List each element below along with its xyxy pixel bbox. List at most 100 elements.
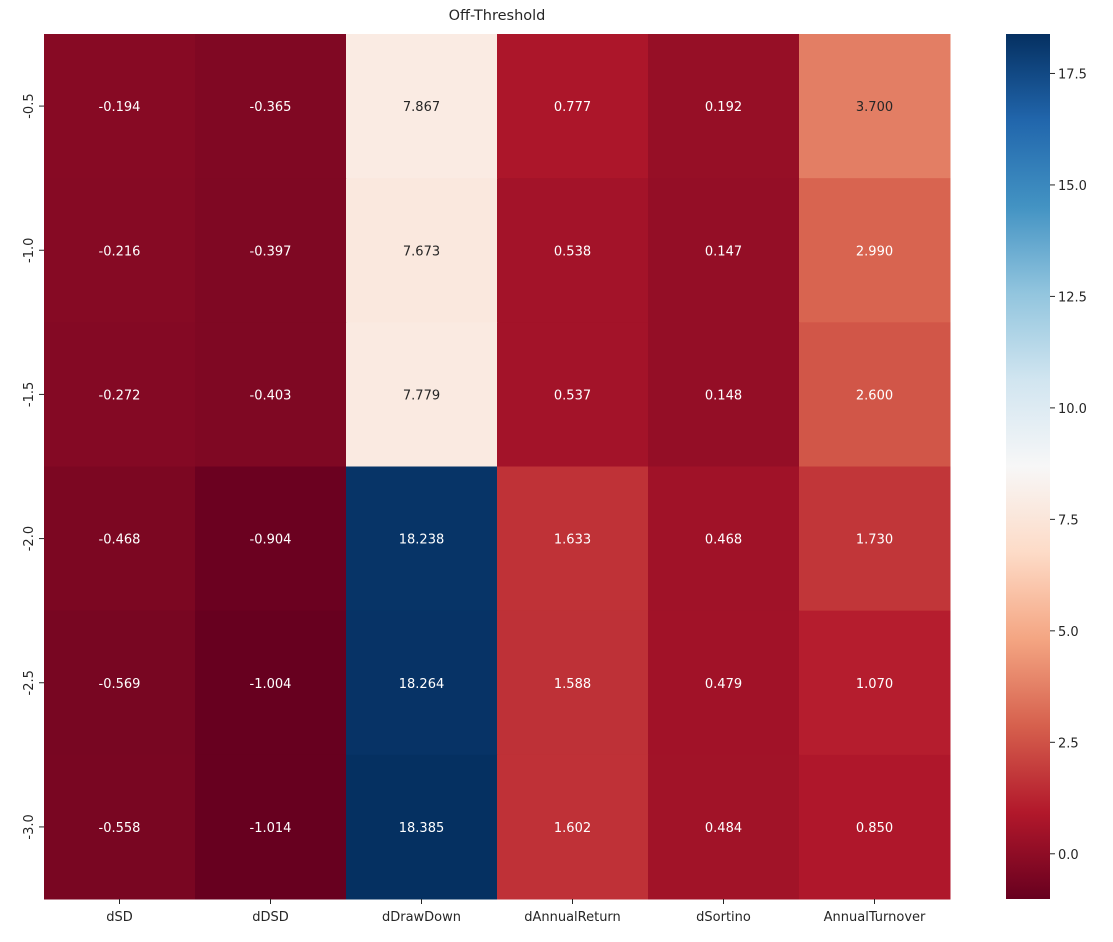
cell-value-label: 18.264	[399, 677, 445, 692]
cell-value-label: 1.730	[856, 533, 893, 548]
cell-value-label: 0.148	[705, 388, 742, 403]
y-tick-label: -3.0	[22, 814, 37, 839]
colorbar-tick-label: 17.5	[1058, 67, 1087, 82]
heatmap-cell	[497, 610, 649, 756]
heatmap-cell	[346, 754, 498, 900]
y-tick-label: -0.5	[22, 93, 37, 118]
heatmap-cell	[44, 754, 196, 900]
heatmap-cell	[648, 610, 800, 756]
x-tick-label: dAnnualReturn	[524, 910, 621, 925]
colorbar: 0.0 2.5 5.0 7.5 10.0 12.5 15.0 17.5	[1006, 34, 1087, 899]
heatmap-cell	[44, 610, 196, 756]
y-axis: -0.5 -1.0 -1.5 -2.0 -2.5 -3.0	[22, 93, 44, 840]
heatmap-cell	[346, 466, 498, 612]
heatmap-cell	[195, 322, 347, 467]
heatmap-cell	[648, 178, 800, 323]
cell-value-label: 7.673	[403, 244, 440, 259]
colorbar-tick-label: 12.5	[1058, 290, 1087, 305]
y-tick-label: -1.5	[22, 382, 37, 407]
heatmap-cell	[346, 610, 498, 756]
cell-value-label: 0.850	[856, 821, 893, 836]
cell-value-label: -0.365	[250, 100, 292, 115]
cell-value-label: 1.070	[856, 677, 893, 692]
cell-value-label: 0.192	[705, 100, 742, 115]
colorbar-tick-label: 5.0	[1058, 625, 1079, 640]
x-tick-label: dSortino	[696, 910, 751, 925]
cell-value-label: -0.904	[250, 533, 292, 548]
colorbar-ticks: 0.0 2.5 5.0 7.5 10.0 12.5 15.0 17.5	[1050, 67, 1087, 863]
heatmap-cell	[44, 178, 196, 323]
cell-value-label: 1.588	[554, 677, 591, 692]
colorbar-gradient	[1006, 34, 1050, 899]
heatmap-cell	[44, 34, 196, 179]
cell-value-label: -0.194	[99, 100, 141, 115]
colorbar-tick-label: 0.0	[1058, 848, 1079, 863]
cell-value-label: 7.779	[403, 388, 440, 403]
x-tick-label: AnnualTurnover	[824, 910, 926, 925]
heatmap-cell	[195, 754, 347, 900]
cell-value-label: -0.397	[250, 244, 292, 259]
x-tick-label: dSD	[106, 910, 133, 925]
heatmap-cell	[799, 610, 951, 756]
heatmap-cell	[346, 178, 498, 323]
cell-value-label: 3.700	[856, 100, 893, 115]
y-tick-label: -2.0	[22, 526, 37, 551]
x-axis: dSD dDSD dDrawDown dAnnualReturn dSortino Ann…	[106, 899, 926, 925]
heatmap-cell	[799, 34, 951, 179]
heatmap-cell	[799, 322, 951, 467]
colorbar-tick-label: 15.0	[1058, 179, 1087, 194]
cell-value-label: -1.004	[250, 677, 292, 692]
heatmap-cell	[195, 610, 347, 756]
cell-value-label: -0.468	[99, 533, 141, 548]
cell-value-label: 0.147	[705, 244, 742, 259]
cell-value-label: 18.385	[399, 821, 445, 836]
heatmap-cell	[44, 322, 196, 467]
cell-value-label: -0.403	[250, 388, 292, 403]
heatmap-cell	[648, 754, 800, 900]
cell-value-label: 2.600	[856, 388, 893, 403]
heatmap-cell	[497, 34, 649, 179]
cell-value-label: 0.479	[705, 677, 742, 692]
cell-value-label: -0.216	[99, 244, 141, 259]
heatmap-cell	[497, 754, 649, 900]
heatmap-cell	[799, 754, 951, 900]
cell-value-label: -0.272	[99, 388, 141, 403]
cell-value-label: 0.777	[554, 100, 591, 115]
heatmap-cell	[346, 322, 498, 467]
cell-value-label: 0.484	[705, 821, 742, 836]
heatmap-cell	[195, 34, 347, 179]
heatmap-cell	[799, 178, 951, 323]
colorbar-tick-label: 10.0	[1058, 402, 1087, 417]
colorbar-tick-label: 2.5	[1058, 736, 1079, 751]
heatmap-cell	[648, 34, 800, 179]
cell-value-label: 0.468	[705, 533, 742, 548]
cell-value-label: -0.558	[99, 821, 141, 836]
cell-value-label: -0.569	[99, 677, 141, 692]
colorbar-tick-label: 7.5	[1058, 513, 1079, 528]
y-tick-label: -1.0	[22, 238, 37, 263]
y-tick-label: -2.5	[22, 670, 37, 695]
heatmap-cell	[195, 178, 347, 323]
heatmap-cells: -0.194 -0.365 7.867 0.777 0.192 3.700 -0.216 -0…	[44, 34, 951, 900]
heatmap-cell	[497, 178, 649, 323]
cell-value-label: 7.867	[403, 100, 440, 115]
cell-value-label: 1.633	[554, 533, 591, 548]
heatmap-cell	[497, 466, 649, 612]
heatmap-cell	[648, 322, 800, 467]
cell-value-label: 2.990	[856, 244, 893, 259]
x-tick-label: dDSD	[252, 910, 289, 925]
heatmap-cell	[195, 466, 347, 612]
chart-title: Off-Threshold	[449, 8, 546, 24]
heatmap-cell	[44, 466, 196, 612]
cell-value-label: -1.014	[250, 821, 292, 836]
heatmap-cell	[799, 466, 951, 612]
cell-value-label: 0.538	[554, 244, 591, 259]
heatmap-cell	[346, 34, 498, 179]
heatmap-cell	[497, 322, 649, 467]
x-tick-label: dDrawDown	[382, 910, 461, 925]
cell-value-label: 1.602	[554, 821, 591, 836]
cell-value-label: 0.537	[554, 388, 591, 403]
cell-value-label: 18.238	[399, 533, 445, 548]
heatmap-cell	[648, 466, 800, 612]
